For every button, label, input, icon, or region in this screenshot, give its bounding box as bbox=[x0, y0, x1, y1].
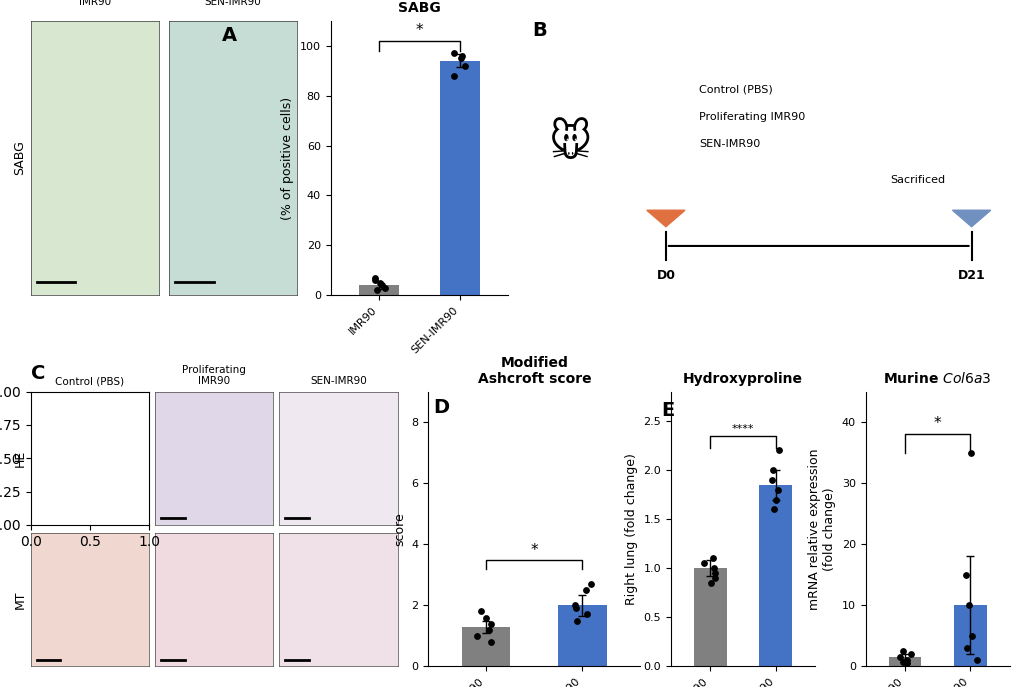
Point bbox=[452, 53, 469, 64]
Title: Hydroxyproline: Hydroxyproline bbox=[683, 372, 802, 386]
Text: B: B bbox=[532, 21, 546, 40]
Text: SEN-IMR90: SEN-IMR90 bbox=[699, 139, 760, 149]
Y-axis label: (% of positive cells): (% of positive cells) bbox=[281, 96, 293, 220]
Y-axis label: mRNA relative expression
(fold change): mRNA relative expression (fold change) bbox=[807, 448, 836, 610]
Point bbox=[769, 445, 786, 456]
Point bbox=[963, 631, 979, 642]
Text: Proliferating
IMR90: Proliferating IMR90 bbox=[182, 365, 246, 386]
Text: D21: D21 bbox=[957, 269, 984, 282]
Point bbox=[478, 612, 494, 623]
Text: D: D bbox=[433, 398, 449, 417]
Point bbox=[374, 280, 390, 291]
Text: *: * bbox=[530, 543, 538, 558]
Point bbox=[902, 649, 918, 660]
Point bbox=[968, 655, 984, 666]
Y-axis label: Right lung (fold change): Right lung (fold change) bbox=[625, 453, 637, 605]
Point bbox=[568, 615, 584, 626]
Point bbox=[578, 585, 594, 596]
Point bbox=[480, 624, 496, 635]
Y-axis label: HE: HE bbox=[13, 450, 26, 467]
Text: Proliferating
IMR90: Proliferating IMR90 bbox=[63, 0, 126, 7]
Point bbox=[579, 609, 595, 620]
Text: ****: **** bbox=[731, 424, 753, 433]
Point bbox=[366, 273, 382, 284]
Bar bbox=[439, 60, 480, 295]
Bar bbox=[693, 568, 726, 666]
Point bbox=[566, 600, 582, 611]
Point bbox=[706, 567, 722, 578]
Polygon shape bbox=[646, 210, 685, 227]
Text: *: * bbox=[933, 416, 941, 431]
Text: SEN-IMR90: SEN-IMR90 bbox=[310, 376, 367, 386]
Point bbox=[765, 504, 782, 515]
Point bbox=[376, 282, 392, 293]
Point bbox=[958, 642, 974, 653]
Point bbox=[705, 563, 721, 574]
Point bbox=[706, 572, 722, 583]
Point bbox=[898, 655, 914, 666]
Title: Murine $\it{Col6a3}$: Murine $\it{Col6a3}$ bbox=[882, 371, 990, 386]
Point bbox=[366, 275, 382, 286]
Point bbox=[369, 285, 385, 296]
Text: E: E bbox=[660, 401, 674, 420]
Point bbox=[767, 494, 784, 505]
Y-axis label: MT: MT bbox=[13, 590, 26, 609]
Point bbox=[455, 60, 472, 71]
Point bbox=[695, 558, 711, 569]
Text: *: * bbox=[415, 23, 423, 38]
Title: SABG: SABG bbox=[397, 1, 440, 15]
Text: Sacrificed: Sacrificed bbox=[890, 175, 945, 185]
Point bbox=[483, 636, 499, 647]
Bar bbox=[557, 605, 606, 666]
Point bbox=[957, 570, 973, 581]
Point bbox=[892, 652, 908, 663]
Point bbox=[960, 600, 976, 611]
Text: D0: D0 bbox=[656, 269, 675, 282]
Text: A: A bbox=[221, 25, 236, 45]
Point bbox=[894, 646, 910, 657]
Text: 🐭: 🐭 bbox=[548, 123, 591, 166]
Bar bbox=[359, 285, 398, 295]
Text: C: C bbox=[31, 364, 45, 383]
Point bbox=[704, 553, 720, 564]
Point bbox=[763, 475, 780, 486]
Point bbox=[445, 70, 462, 81]
Point bbox=[472, 606, 488, 617]
Point bbox=[445, 47, 462, 58]
Point bbox=[898, 658, 914, 669]
Bar bbox=[758, 485, 792, 666]
Y-axis label: score: score bbox=[392, 512, 406, 546]
Point bbox=[895, 656, 911, 667]
Point bbox=[568, 603, 584, 614]
Point bbox=[769, 484, 786, 495]
Point bbox=[372, 278, 388, 289]
Y-axis label: SABG: SABG bbox=[13, 141, 26, 175]
Bar bbox=[953, 605, 986, 666]
Point bbox=[702, 578, 718, 589]
Bar bbox=[462, 627, 510, 666]
Text: Proliferating IMR90: Proliferating IMR90 bbox=[699, 112, 805, 122]
Text: SEN-IMR90: SEN-IMR90 bbox=[205, 0, 261, 7]
Polygon shape bbox=[952, 210, 989, 227]
Text: Control (PBS): Control (PBS) bbox=[55, 376, 124, 386]
Point bbox=[583, 578, 599, 589]
Point bbox=[482, 618, 498, 629]
Point bbox=[453, 50, 470, 61]
Point bbox=[962, 447, 978, 458]
Point bbox=[764, 464, 781, 475]
Point bbox=[469, 631, 485, 642]
Text: Control (PBS): Control (PBS) bbox=[699, 85, 772, 94]
Bar bbox=[888, 657, 920, 666]
Title: Modified
Ashcroft score: Modified Ashcroft score bbox=[477, 356, 591, 386]
